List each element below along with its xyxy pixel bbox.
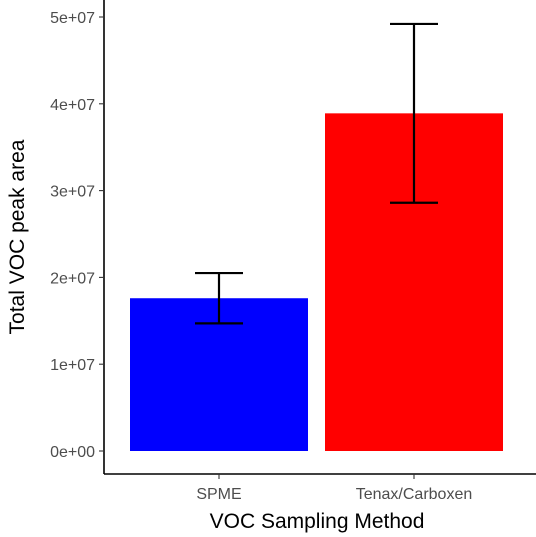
y-tick-label-4: 4e+07 <box>50 97 95 114</box>
x-axis-title: VOC Sampling Method <box>210 510 425 533</box>
x-ticks-group: SPME Tenax/Carboxen <box>196 474 472 503</box>
y-tick-label-0: 0e+00 <box>50 444 95 461</box>
x-tick-label-0: SPME <box>196 486 241 503</box>
y-ticks-group: 0e+00 1e+07 2e+07 3e+07 4e+07 5e+07 <box>50 10 104 461</box>
y-axis-title: Total VOC peak area <box>6 139 29 334</box>
y-tick-label-2: 2e+07 <box>50 270 95 287</box>
y-tick-label-1: 1e+07 <box>50 357 95 374</box>
y-tick-label-3: 3e+07 <box>50 184 95 201</box>
bars-group <box>130 113 503 452</box>
error-bars-group <box>195 22 438 325</box>
x-tick-label-1: Tenax/Carboxen <box>356 486 473 503</box>
y-tick-label-5: 5e+07 <box>50 10 95 27</box>
